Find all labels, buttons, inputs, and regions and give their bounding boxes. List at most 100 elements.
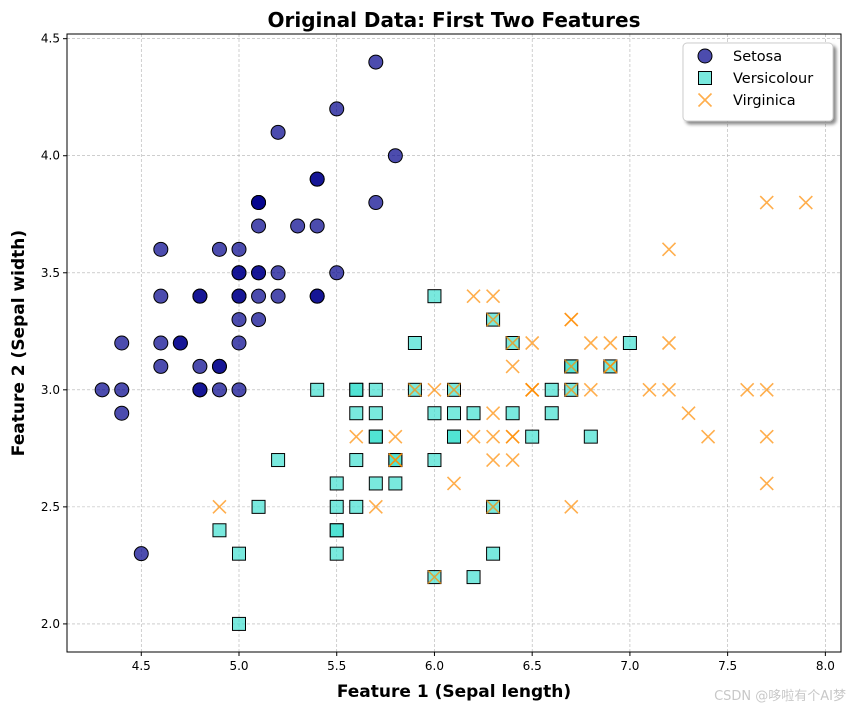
virginica-point — [759, 195, 774, 210]
virginica-point — [564, 312, 579, 327]
setosa-point — [153, 358, 169, 374]
setosa-point — [114, 382, 130, 398]
plot-area-frame — [66, 33, 842, 653]
virginica-point — [388, 452, 403, 468]
virginica-point — [740, 382, 755, 397]
legend-box — [682, 42, 834, 122]
setosa-point — [251, 195, 267, 211]
versicolour-point — [329, 499, 344, 514]
setosa-point — [309, 288, 325, 304]
virginica-point — [486, 312, 501, 327]
versicolour-point — [583, 429, 598, 444]
y-axis-label: Feature 2 (Sepal width) — [9, 230, 29, 456]
virginica-point — [583, 335, 598, 351]
x-tick-label: 4.5 — [132, 659, 151, 673]
versicolour-point — [349, 499, 364, 514]
versicolour-point — [622, 336, 637, 350]
watermark: CSDN @哆啦有个AI梦 — [714, 689, 846, 704]
setosa-point — [251, 288, 267, 304]
setosa-point — [231, 335, 247, 351]
x-tick-label: 7.0 — [620, 659, 639, 673]
setosa-point — [211, 241, 227, 257]
x-axis-label: Feature 1 (Sepal length) — [337, 682, 571, 702]
virginica-point — [486, 499, 501, 514]
setosa-point — [211, 358, 227, 374]
versicolour-point — [525, 429, 540, 444]
setosa-point — [133, 546, 149, 562]
setosa-point — [329, 101, 345, 117]
virginica-point — [466, 429, 481, 444]
setosa-point — [290, 218, 306, 234]
legend-label-virginica: Virginica — [733, 93, 796, 109]
x-tick-label: 5.5 — [327, 659, 346, 673]
virginica-point — [642, 382, 657, 397]
virginica-point — [525, 382, 540, 397]
legend-marker-setosa — [697, 48, 713, 64]
versicolour-point — [427, 453, 442, 468]
versicolour-point — [466, 406, 481, 421]
versicolour-point — [368, 382, 383, 397]
virginica-point — [661, 242, 677, 257]
versicolour-point — [251, 499, 266, 514]
setosa-point — [231, 288, 247, 304]
versicolour-point — [212, 523, 227, 538]
versicolour-point — [310, 382, 325, 397]
virginica-point — [212, 499, 227, 514]
virginica-point — [505, 335, 520, 351]
legend-marker-virginica — [697, 92, 713, 108]
versicolour-point — [447, 406, 461, 421]
setosa-point — [114, 405, 130, 421]
setosa-point — [192, 358, 208, 374]
virginica-point — [505, 429, 520, 444]
setosa-point — [231, 382, 247, 398]
versicolour-point — [329, 546, 344, 561]
legend-label-versicolour: Versicolour — [733, 71, 813, 87]
virginica-point — [759, 382, 774, 397]
virginica-point — [446, 382, 462, 397]
virginica-point — [583, 382, 598, 397]
virginica-point — [446, 476, 462, 491]
y-tick-label: 2.5 — [41, 500, 60, 514]
virginica-point — [701, 429, 716, 444]
setosa-point — [387, 148, 403, 164]
setosa-point — [114, 335, 130, 351]
x-tick-label: 8.0 — [816, 659, 835, 673]
versicolour-point — [368, 476, 383, 491]
y-tick-label: 4.5 — [41, 32, 60, 46]
virginica-point — [407, 382, 422, 397]
x-tick-label: 6.5 — [523, 659, 542, 673]
setosa-point — [211, 382, 227, 398]
virginica-point — [759, 476, 774, 491]
setosa-point — [309, 171, 325, 187]
virginica-point — [603, 335, 618, 351]
virginica-point — [505, 359, 520, 374]
versicolour-point — [349, 453, 364, 468]
versicolour-point — [232, 546, 246, 561]
y-tick-label: 3.5 — [41, 266, 60, 280]
virginica-point — [661, 335, 677, 351]
setosa-point — [368, 195, 384, 211]
x-tick-label: 6.0 — [425, 659, 444, 673]
versicolour-point — [368, 429, 383, 444]
virginica-point — [661, 382, 677, 397]
virginica-point — [505, 452, 520, 468]
chart-title: Original Data: First Two Features — [267, 8, 640, 32]
versicolour-point — [349, 406, 364, 421]
virginica-point — [486, 406, 501, 421]
setosa-point — [192, 288, 208, 304]
versicolour-point — [544, 406, 559, 421]
virginica-point — [349, 429, 364, 444]
axis-ticks: 4.5 5.0 5.5 6.0 6.5 7.0 7.5 8.0 2.0 2.5 3.0 3.5 4.0 4… — [41, 32, 835, 673]
setosa-point — [153, 241, 169, 257]
x-tick-label: 7.5 — [718, 659, 737, 673]
versicolour-point — [486, 546, 501, 561]
data-points — [94, 54, 813, 631]
setosa-point — [94, 382, 110, 398]
y-tick-label: 3.0 — [41, 383, 60, 397]
setosa-point — [270, 265, 286, 281]
series-setosa — [94, 54, 403, 562]
versicolour-point — [368, 406, 383, 421]
virginica-point — [759, 429, 774, 444]
setosa-point — [231, 241, 247, 257]
y-tick-label: 2.0 — [41, 617, 60, 631]
